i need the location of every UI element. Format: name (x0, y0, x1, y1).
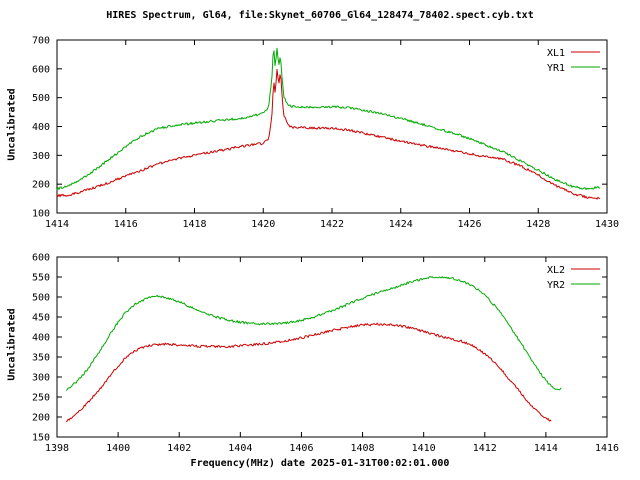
x-tick-label: 1424 (389, 219, 413, 230)
x-tick-label: 1416 (595, 443, 619, 454)
x-tick-label: 1416 (114, 219, 138, 230)
x-tick-label: 1430 (595, 219, 619, 230)
x-tick-label: 1400 (106, 443, 130, 454)
chart-title: HIRES Spectrum, Gl64, file:Skynet_60706_… (106, 10, 534, 21)
y-tick-label: 600 (32, 253, 50, 264)
x-tick-label: 1428 (526, 219, 550, 230)
series-line-XL1 (56, 68, 601, 200)
x-tick-label: 1406 (289, 443, 313, 454)
legend-label-XL2: XL2 (547, 265, 565, 276)
y-tick-label: 300 (32, 151, 50, 162)
x-tick-label: 1422 (320, 219, 344, 230)
y-tick-label: 100 (32, 209, 50, 220)
y-tick-label: 400 (32, 333, 50, 344)
y-tick-label: 500 (32, 93, 50, 104)
x-tick-label: 1412 (473, 443, 497, 454)
x-tick-label: 1418 (182, 219, 206, 230)
legend-label-YR2: YR2 (547, 280, 565, 291)
y-tick-label: 300 (32, 373, 50, 384)
series-line-YR2 (65, 276, 562, 391)
x-tick-label: 1420 (251, 219, 275, 230)
plot-border (56, 39, 608, 214)
series-line-XL2 (65, 322, 552, 423)
x-tick-label: 1414 (45, 219, 69, 230)
x-tick-label: 1398 (45, 443, 69, 454)
x-tick-label: 1404 (228, 443, 252, 454)
y-tick-label: 250 (32, 393, 50, 404)
y-tick-label: 700 (32, 36, 50, 47)
y-tick-label: 450 (32, 313, 50, 324)
x-axis-label: Frequency(MHz) date 2025-01-31T00:02:01.… (190, 458, 450, 469)
series-line-YR1 (56, 47, 601, 191)
x-tick-label: 1414 (534, 443, 558, 454)
legend-label-YR1: YR1 (547, 63, 565, 74)
y-tick-label: 600 (32, 64, 50, 75)
x-tick-label: 1410 (412, 443, 436, 454)
x-tick-label: 1402 (167, 443, 191, 454)
y-tick-label: 200 (32, 413, 50, 424)
y-tick-label: 200 (32, 180, 50, 191)
x-tick-label: 1426 (457, 219, 481, 230)
plot-border (56, 256, 608, 438)
legend-label-XL1: XL1 (547, 48, 565, 59)
y-tick-label: 350 (32, 353, 50, 364)
y-tick-label: 150 (32, 433, 50, 444)
y-tick-label: 500 (32, 293, 50, 304)
y-tick-label: 400 (32, 122, 50, 133)
y-tick-label: 550 (32, 273, 50, 284)
x-tick-label: 1408 (351, 443, 375, 454)
